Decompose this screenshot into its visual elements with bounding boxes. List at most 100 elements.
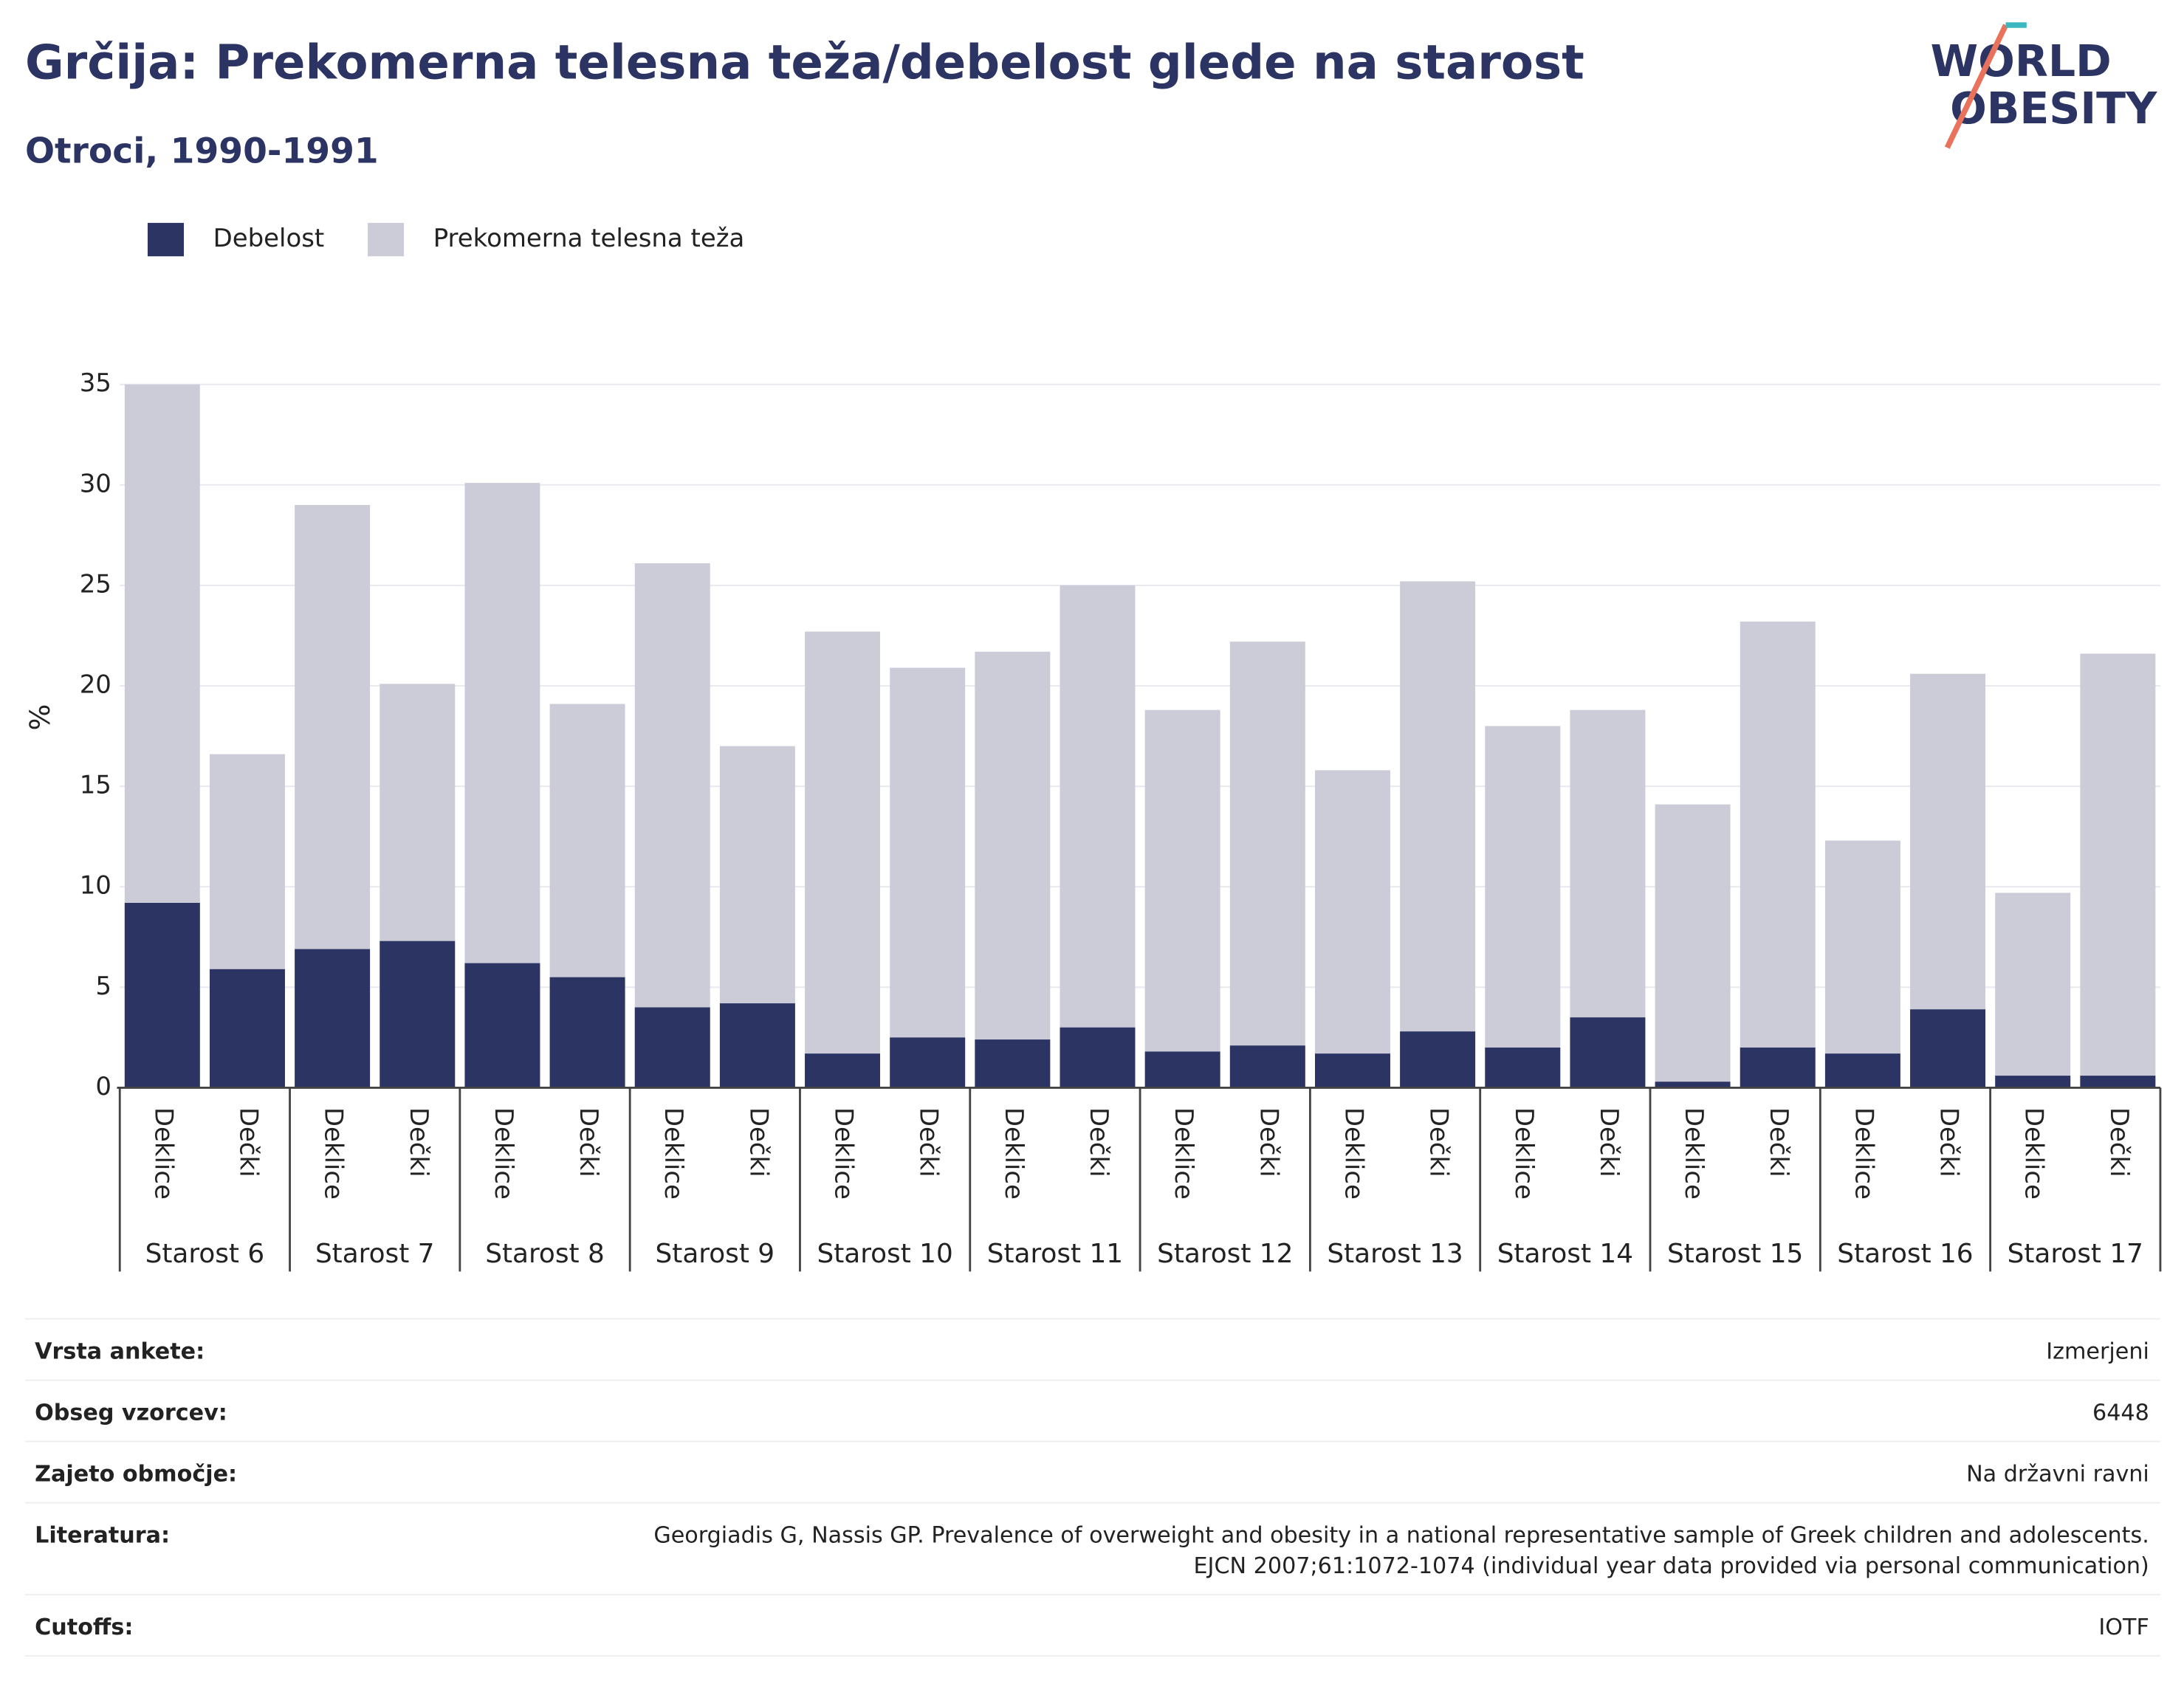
x-tick-label: Dečki bbox=[1764, 1107, 1793, 1177]
legend-label: Debelost bbox=[213, 224, 325, 253]
y-tick-label: 0 bbox=[95, 1072, 111, 1101]
x-tick-label: Dečki bbox=[1084, 1107, 1113, 1177]
x-tick-label: Dečki bbox=[1594, 1107, 1624, 1177]
y-tick-label: 15 bbox=[80, 771, 111, 800]
x-tick-label: Dečki bbox=[404, 1107, 433, 1177]
bar bbox=[1995, 1076, 2071, 1088]
bar bbox=[549, 977, 625, 1088]
table-value: Georgiadis G, Nassis GP. Prevalence of o… bbox=[653, 1522, 2149, 1548]
x-tick-label: Dečki bbox=[574, 1107, 603, 1177]
table-label: Literatura: bbox=[35, 1522, 170, 1548]
table-value: Izmerjeni bbox=[2046, 1338, 2149, 1364]
table-label: Zajeto območje: bbox=[35, 1461, 237, 1487]
bar bbox=[1314, 1053, 1390, 1088]
bar bbox=[1314, 770, 1390, 1088]
x-tick-label: Deklice bbox=[1679, 1107, 1709, 1200]
group-label: Starost 12 bbox=[1157, 1239, 1293, 1269]
group-label: Starost 14 bbox=[1497, 1239, 1633, 1269]
chart-title: Grčija: Prekomerna telesna teža/debelost… bbox=[25, 35, 1584, 90]
x-tick-label: Dečki bbox=[1934, 1107, 1964, 1177]
bar bbox=[295, 949, 371, 1088]
bar bbox=[2080, 1076, 2156, 1088]
bar bbox=[1485, 726, 1561, 1088]
x-tick-label: Deklice bbox=[1509, 1107, 1539, 1200]
y-tick-label: 30 bbox=[80, 469, 111, 498]
group-label: Starost 6 bbox=[145, 1239, 265, 1269]
bar bbox=[634, 563, 710, 1088]
bar bbox=[1144, 1051, 1220, 1088]
bar bbox=[380, 941, 456, 1088]
bar bbox=[1144, 709, 1220, 1088]
group-label: Starost 7 bbox=[315, 1239, 435, 1269]
x-tick-label: Deklice bbox=[319, 1107, 348, 1200]
y-tick-label: 25 bbox=[80, 569, 111, 599]
table-value: Na državni ravni bbox=[1966, 1461, 2149, 1487]
x-tick-label: Dečki bbox=[1254, 1107, 1283, 1177]
bar bbox=[1400, 1031, 1476, 1088]
table-label: Cutoffs: bbox=[35, 1615, 133, 1640]
bar bbox=[1910, 1009, 1986, 1088]
logo: WORLD bbox=[1931, 36, 2112, 86]
group-label: Starost 8 bbox=[485, 1239, 605, 1269]
logo-slash bbox=[1944, 24, 2008, 149]
bar bbox=[805, 631, 881, 1088]
x-tick-label: Deklice bbox=[148, 1107, 178, 1200]
group-label: Starost 9 bbox=[656, 1239, 775, 1269]
bar bbox=[1060, 1027, 1136, 1088]
group-label: Starost 15 bbox=[1667, 1239, 1803, 1269]
x-tick-label: Deklice bbox=[659, 1107, 688, 1200]
x-tick-label: Deklice bbox=[1339, 1107, 1368, 1200]
legend-swatch bbox=[368, 222, 405, 257]
x-tick-label: Dečki bbox=[1424, 1107, 1454, 1177]
x-tick-label: Dečki bbox=[744, 1107, 773, 1177]
table-label: Vrsta ankete: bbox=[35, 1338, 205, 1364]
y-tick-label: 5 bbox=[95, 972, 111, 1001]
bar bbox=[464, 963, 540, 1088]
bar bbox=[1229, 1045, 1305, 1088]
group-label: Starost 11 bbox=[987, 1239, 1123, 1269]
bar bbox=[975, 651, 1051, 1088]
bar bbox=[805, 1053, 881, 1088]
bar bbox=[1400, 581, 1476, 1088]
y-axis-label: % bbox=[24, 704, 56, 731]
bar bbox=[719, 1003, 795, 1088]
group-label: Starost 17 bbox=[2008, 1239, 2143, 1269]
bar bbox=[209, 969, 285, 1088]
x-tick-label: Dečki bbox=[2104, 1107, 2134, 1177]
bar bbox=[975, 1039, 1051, 1088]
bar bbox=[1824, 1053, 1900, 1088]
table-value: IOTF bbox=[2098, 1615, 2149, 1640]
group-label: Starost 10 bbox=[817, 1239, 952, 1269]
x-tick-label: Deklice bbox=[829, 1107, 859, 1200]
x-tick-label: Deklice bbox=[1849, 1107, 1878, 1200]
y-tick-label: 10 bbox=[80, 871, 111, 901]
x-tick-label: Deklice bbox=[1169, 1107, 1198, 1200]
group-label: Starost 16 bbox=[1837, 1239, 1973, 1269]
table-value: 6448 bbox=[2092, 1400, 2149, 1426]
legend-swatch bbox=[147, 222, 185, 257]
bar bbox=[1229, 642, 1305, 1088]
bar bbox=[1740, 621, 1816, 1088]
x-tick-label: Deklice bbox=[2019, 1107, 2049, 1200]
x-tick-label: Dečki bbox=[914, 1107, 944, 1177]
bar bbox=[890, 1037, 966, 1088]
x-tick-label: Deklice bbox=[489, 1107, 518, 1200]
chart-subtitle: Otroci, 1990-1991 bbox=[25, 131, 379, 172]
bar bbox=[1655, 804, 1731, 1088]
bar bbox=[2080, 653, 2156, 1088]
legend-label: Prekomerna telesna teža bbox=[433, 224, 745, 253]
logo: OBESITY bbox=[1950, 83, 2157, 134]
bar bbox=[1570, 1017, 1646, 1088]
bar bbox=[634, 1007, 710, 1088]
table-value: EJCN 2007;61:1072-1074 (individual year … bbox=[1193, 1553, 2149, 1579]
bar bbox=[1824, 840, 1900, 1088]
x-tick-label: Deklice bbox=[999, 1107, 1029, 1200]
bar bbox=[890, 667, 966, 1088]
bar bbox=[124, 903, 200, 1088]
y-tick-label: 35 bbox=[80, 368, 111, 398]
bar bbox=[1485, 1047, 1561, 1088]
bar bbox=[1995, 893, 2071, 1088]
group-label: Starost 13 bbox=[1327, 1239, 1463, 1269]
x-tick-label: Dečki bbox=[233, 1107, 263, 1177]
